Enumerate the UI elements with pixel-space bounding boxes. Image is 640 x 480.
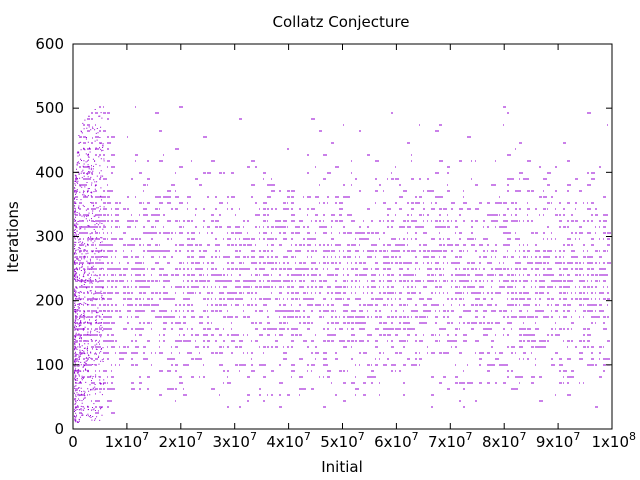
- y-tick-label: 500: [35, 99, 64, 117]
- chart-title: Collatz Conjecture: [273, 13, 410, 31]
- x-tick-label: 7x107: [428, 430, 473, 451]
- y-axis-label: Iterations: [4, 201, 22, 273]
- x-tick-label: 2x107: [159, 430, 204, 451]
- x-tick-label: 9x107: [536, 430, 581, 451]
- y-tick-label: 300: [35, 228, 64, 246]
- x-tick-label: 5x107: [320, 430, 365, 451]
- scatter-point-cloud: [74, 106, 611, 423]
- x-tick-label: 0: [68, 433, 78, 451]
- x-tick-label: 8x107: [482, 430, 527, 451]
- y-tick-label: 100: [35, 356, 64, 374]
- y-tick-label: 400: [35, 163, 64, 181]
- y-axis-ticks: 0 100 200 300 400 500 600: [35, 35, 612, 438]
- data-points: [74, 106, 611, 423]
- y-tick-label: 200: [35, 292, 64, 310]
- x-tick-label: 4x107: [266, 430, 311, 451]
- x-axis-label: Initial: [321, 458, 363, 476]
- x-axis-ticks: 0 1x107 2x107 3x107 4x107 5x107 6x107 7x107 8x10…: [68, 44, 636, 451]
- x-tick-label: 6x107: [374, 430, 419, 451]
- x-tick-label: 3x107: [212, 430, 257, 451]
- x-tick-label: 1x108: [591, 430, 636, 451]
- plot-frame: [72, 43, 613, 430]
- x-tick-label: 1x107: [105, 430, 150, 451]
- y-tick-label: 600: [35, 35, 64, 53]
- y-tick-label: 0: [54, 420, 64, 438]
